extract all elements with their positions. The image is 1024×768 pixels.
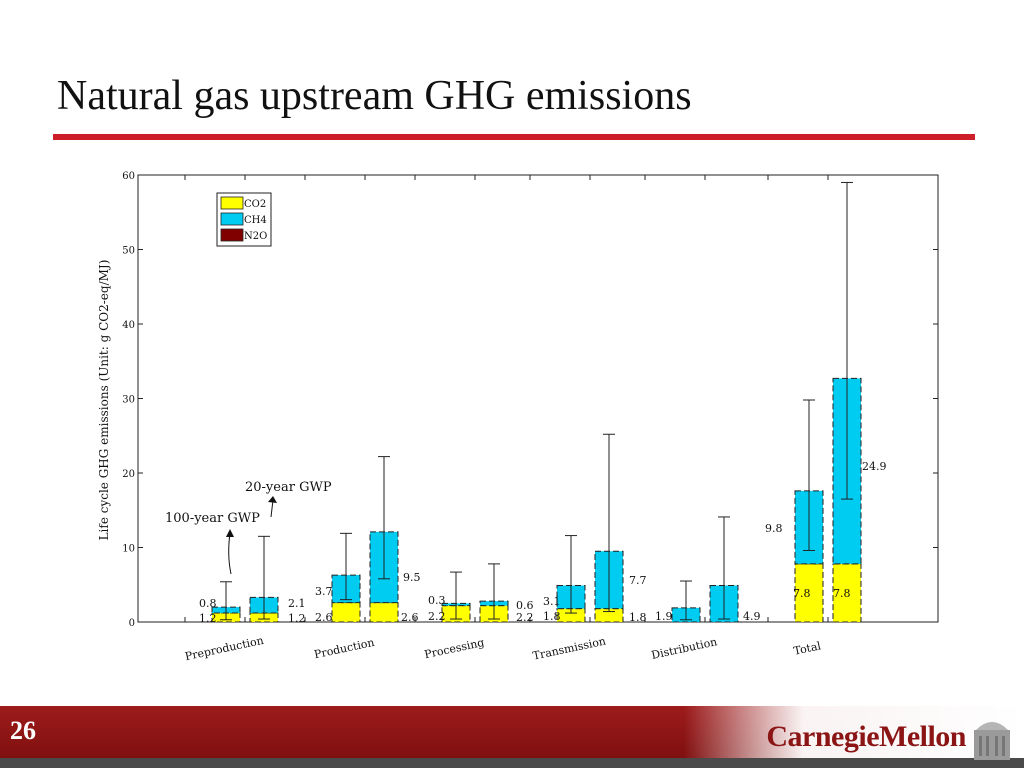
value-label: 3.7 [315, 585, 333, 598]
value-label: 2.6 [401, 611, 419, 624]
slide-footer: 26 CarnegieMellon [0, 706, 1024, 768]
value-label: 0.8 [199, 597, 217, 610]
gwp-annotation: 20-year GWP [245, 480, 332, 495]
y-tick-label: 30 [122, 395, 135, 406]
value-label: 3.1 [543, 595, 561, 608]
value-label: 2.2 [428, 610, 446, 623]
value-label: 0.6 [516, 599, 534, 612]
gwp-annotation: 100-year GWP [165, 511, 260, 526]
y-tick-label: 0 [129, 618, 135, 629]
value-label: 4.9 [743, 610, 761, 623]
value-label: 0.3 [428, 594, 446, 607]
y-tick-label: 10 [122, 544, 135, 555]
y-tick-label: 20 [122, 469, 135, 480]
y-tick-label: 50 [122, 246, 135, 257]
value-label: 1.2 [288, 612, 306, 625]
value-label: 9.8 [765, 522, 783, 535]
value-label: 2.1 [288, 597, 306, 610]
value-label: 1.8 [543, 610, 561, 623]
slide-number: 26 [10, 716, 36, 745]
bar-co2-gwp100 [794, 563, 824, 623]
annotation-arrowhead-20yr [268, 496, 277, 503]
legend-label: N2O [244, 231, 267, 242]
y-tick-label: 40 [122, 320, 135, 331]
annotation-arrow-20yr [270, 499, 274, 518]
value-label: 1.9 [655, 610, 673, 623]
x-category-label: Processing [423, 636, 485, 661]
value-label: 7.7 [629, 574, 647, 587]
footer-gradient [684, 706, 1024, 768]
value-label: 7.8 [833, 587, 851, 600]
value-label: 9.5 [403, 571, 421, 584]
y-axis-label: Life cycle GHG emissions (Unit: g CO2-eq… [97, 260, 111, 541]
x-category-label: Preproduction [184, 634, 265, 663]
value-label: 24.9 [862, 460, 887, 473]
legend-label: CO2 [244, 199, 266, 210]
x-category-label: Transmission [532, 634, 607, 662]
annotation-arrow-100yr [228, 532, 232, 575]
bar-co2-gwp20 [369, 602, 399, 623]
university-building-icon [974, 722, 1010, 760]
x-category-label: Total [792, 639, 822, 658]
legend-swatch [220, 212, 244, 226]
ghg-emissions-chart: 0 10 20 30 40 50 60 Life cycle GHG emissions (U… [97, 171, 939, 663]
value-label: 7.8 [793, 587, 811, 600]
title-rule [53, 134, 975, 140]
value-label: 1.8 [629, 611, 647, 624]
value-label: 2.2 [516, 611, 534, 624]
value-label: 1.2 [199, 612, 217, 625]
slide-title: Natural gas upstream GHG emissions [57, 73, 692, 119]
y-tick-label: 60 [122, 171, 135, 182]
value-label: 2.6 [315, 611, 333, 624]
legend-swatch [220, 228, 244, 242]
bar-co2-gwp20 [832, 563, 862, 623]
university-logo-text: CarnegieMellon [766, 720, 966, 753]
bar-co2-gwp100 [331, 602, 361, 623]
footer-stripe [0, 758, 1024, 768]
x-category-label: Production [313, 636, 376, 661]
x-category-label: Distribution [650, 635, 718, 662]
annotation-arrowhead-100yr [226, 529, 234, 537]
legend-swatch [220, 196, 244, 210]
legend-label: CH4 [244, 215, 267, 226]
